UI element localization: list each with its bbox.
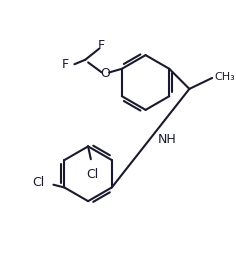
Text: F: F: [62, 58, 69, 71]
Text: O: O: [101, 67, 110, 80]
Text: Cl: Cl: [87, 168, 99, 181]
Text: CH₃: CH₃: [214, 72, 235, 82]
Text: Cl: Cl: [32, 176, 44, 189]
Text: F: F: [98, 39, 105, 53]
Text: NH: NH: [158, 133, 177, 147]
